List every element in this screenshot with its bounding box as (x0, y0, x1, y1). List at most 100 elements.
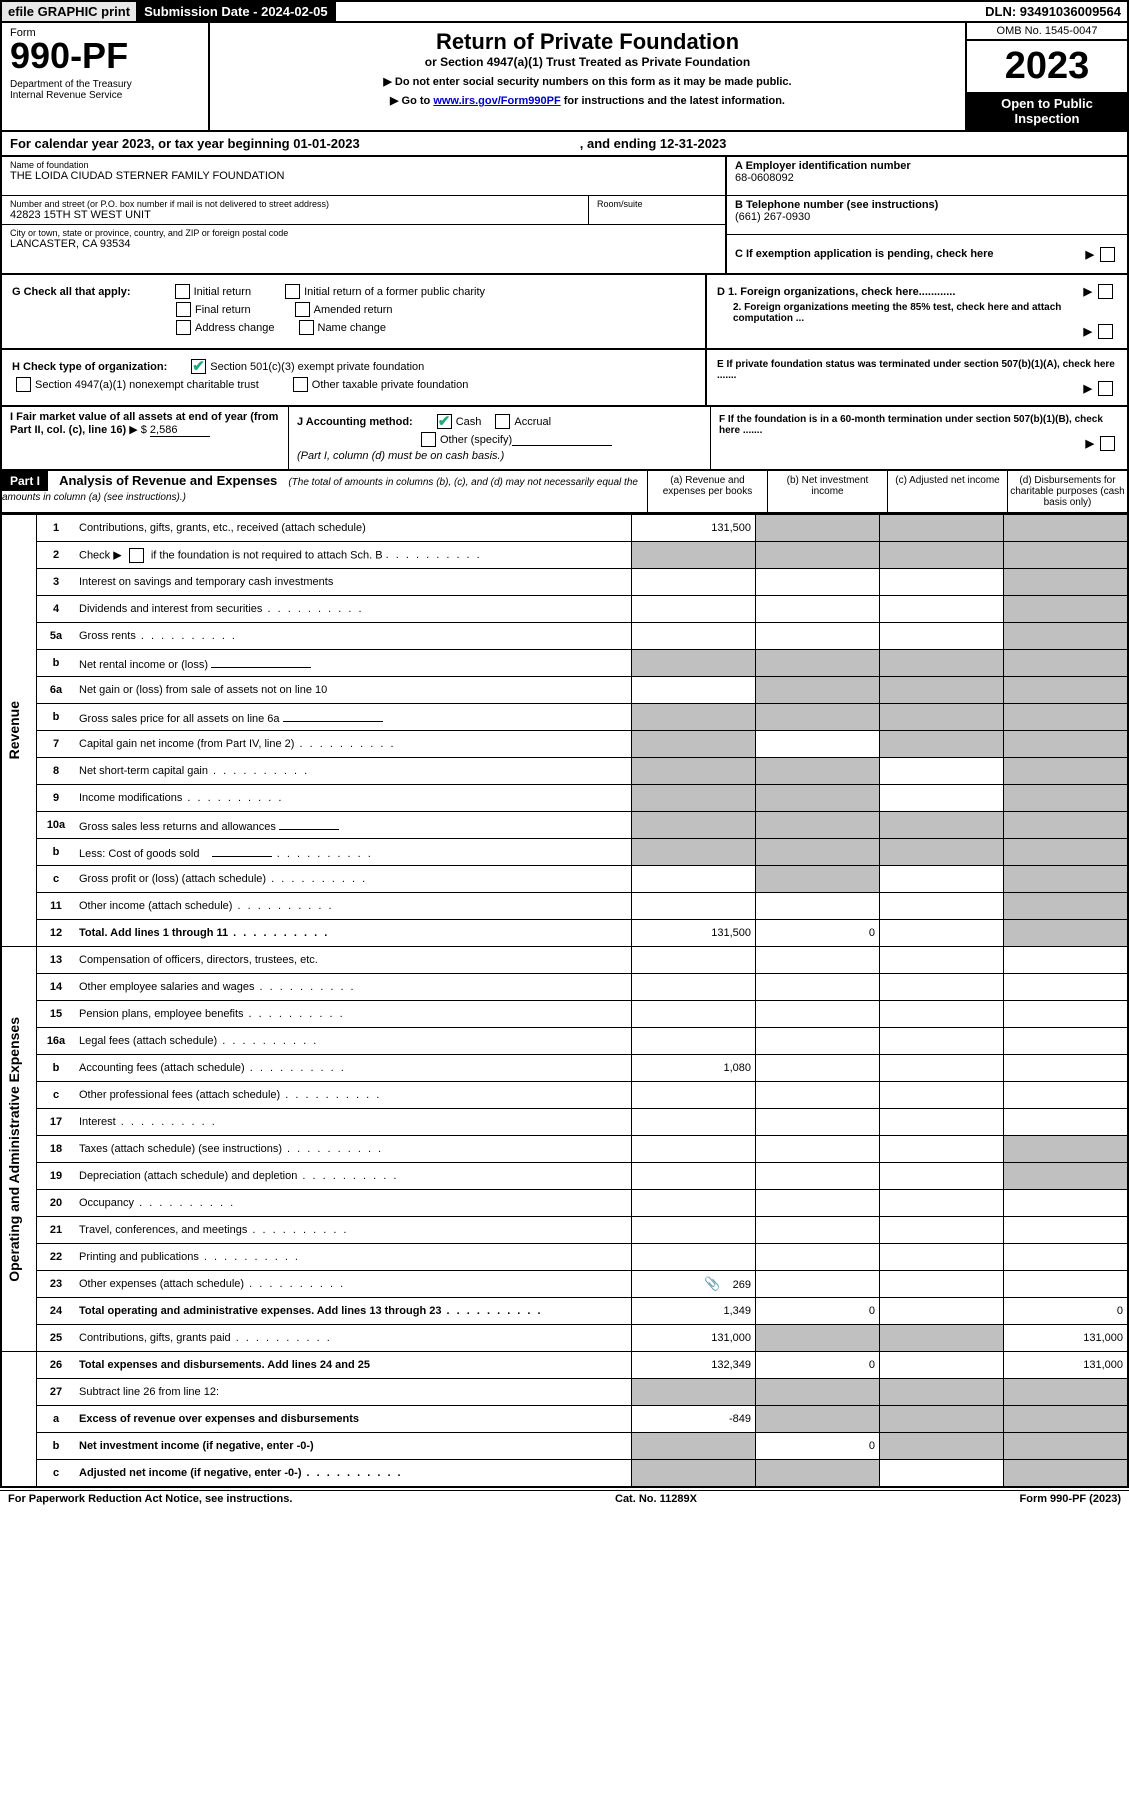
city-value: LANCASTER, CA 93534 (10, 238, 717, 250)
arrow-icon: ▶ (1084, 382, 1092, 395)
attachment-icon[interactable]: 📎 (704, 1276, 720, 1291)
form-number: 990-PF (10, 35, 200, 77)
g-name-checkbox[interactable] (299, 320, 314, 335)
submission-date: Submission Date - 2024-02-05 (138, 2, 336, 21)
expenses-side-label: Operating and Administrative Expenses (1, 947, 37, 1352)
j-cash-checkbox[interactable] (437, 414, 452, 429)
line-21-desc: Travel, conferences, and meetings (75, 1217, 632, 1244)
line-15-desc: Pension plans, employee benefits (75, 1001, 632, 1028)
calendar-year-row: For calendar year 2023, or tax year begi… (0, 132, 1129, 157)
line-23-desc: Other expenses (attach schedule) (75, 1271, 632, 1298)
line-3-desc: Interest on savings and temporary cash i… (75, 569, 632, 596)
part1-title: Analysis of Revenue and Expenses (51, 473, 277, 488)
box-f-checkbox[interactable] (1100, 436, 1115, 451)
h-other-checkbox[interactable] (293, 377, 308, 392)
h-4947-checkbox[interactable] (16, 377, 31, 392)
line-16b-col-a: 1,080 (632, 1055, 756, 1082)
entity-info: Name of foundation THE LOIDA CIUDAD STER… (0, 157, 1129, 275)
ein-label: A Employer identification number (735, 160, 1119, 172)
arrow-icon: ▶ (1084, 325, 1092, 338)
line-27a-col-a: -849 (632, 1406, 756, 1433)
g-amended-label: Amended return (314, 304, 393, 316)
line-2-checkbox[interactable] (129, 548, 144, 563)
h-501c3-checkbox[interactable] (191, 359, 206, 374)
line-16c-desc: Other professional fees (attach schedule… (75, 1082, 632, 1109)
g-final-checkbox[interactable] (176, 302, 191, 317)
line-27a-desc: Excess of revenue over expenses and disb… (75, 1406, 632, 1433)
city-label: City or town, state or province, country… (10, 228, 717, 238)
box-e-checkbox[interactable] (1098, 381, 1113, 396)
line-12-col-b: 0 (756, 920, 880, 947)
line-22-desc: Printing and publications (75, 1244, 632, 1271)
section-i-j-f: I Fair market value of all assets at end… (0, 407, 1129, 471)
line-26-col-b: 0 (756, 1352, 880, 1379)
g-address-checkbox[interactable] (176, 320, 191, 335)
line-16b-desc: Accounting fees (attach schedule) (75, 1055, 632, 1082)
line-27c-desc: Adjusted net income (if negative, enter … (75, 1460, 632, 1488)
box-i-value: 2,586 (150, 424, 210, 437)
line-26-col-a: 132,349 (632, 1352, 756, 1379)
line-26-desc: Total expenses and disbursements. Add li… (75, 1352, 632, 1379)
line-26-col-d: 131,000 (1004, 1352, 1129, 1379)
ein-value: 68-0608092 (735, 172, 1119, 184)
line-25-desc: Contributions, gifts, grants paid (75, 1325, 632, 1352)
form-subtitle: or Section 4947(a)(1) Trust Treated as P… (220, 55, 955, 69)
line-20-desc: Occupancy (75, 1190, 632, 1217)
footer-right: Form 990-PF (2023) (1020, 1493, 1121, 1505)
box-d1-checkbox[interactable] (1098, 284, 1113, 299)
line-11-desc: Other income (attach schedule) (75, 893, 632, 920)
line-8-desc: Net short-term capital gain (75, 758, 632, 785)
g-initial-former-label: Initial return of a former public charit… (304, 286, 485, 298)
j-other-input[interactable] (512, 433, 612, 446)
g-amended-checkbox[interactable] (295, 302, 310, 317)
efile-print-button[interactable]: efile GRAPHIC print (2, 2, 138, 21)
line-18-desc: Taxes (attach schedule) (see instruction… (75, 1136, 632, 1163)
line-6b-desc: Gross sales price for all assets on line… (75, 704, 632, 731)
g-initial-checkbox[interactable] (175, 284, 190, 299)
part1-table: Revenue 1Contributions, gifts, grants, e… (0, 514, 1129, 1488)
section-g-d: G Check all that apply: Initial return I… (0, 275, 1129, 350)
page-footer: For Paperwork Reduction Act Notice, see … (0, 1490, 1129, 1507)
line-19-desc: Depreciation (attach schedule) and deple… (75, 1163, 632, 1190)
box-c-label: C If exemption application is pending, c… (735, 248, 994, 260)
g-address-label: Address change (195, 322, 275, 334)
note-pre: ▶ Go to (390, 95, 433, 107)
top-bar: efile GRAPHIC print Submission Date - 20… (0, 0, 1129, 23)
line-10c-desc: Gross profit or (loss) (attach schedule) (75, 866, 632, 893)
g-name-label: Name change (318, 322, 387, 334)
h-4947-label: Section 4947(a)(1) nonexempt charitable … (35, 379, 259, 391)
line-6a-desc: Net gain or (loss) from sale of assets n… (75, 677, 632, 704)
g-final-label: Final return (195, 304, 251, 316)
box-c-checkbox[interactable] (1100, 247, 1115, 262)
line-27b-desc: Net investment income (if negative, ente… (75, 1433, 632, 1460)
omb-number: OMB No. 1545-0047 (967, 23, 1127, 41)
g-initial-label: Initial return (194, 286, 251, 298)
telephone-value: (661) 267-0930 (735, 211, 1119, 223)
form-title: Return of Private Foundation (220, 29, 955, 55)
foundation-name: THE LOIDA CIUDAD STERNER FAMILY FOUNDATI… (10, 170, 717, 182)
j-accrual-label: Accrual (514, 416, 551, 428)
line-7-desc: Capital gain net income (from Part IV, l… (75, 731, 632, 758)
street-label: Number and street (or P.O. box number if… (10, 199, 580, 209)
telephone-label: B Telephone number (see instructions) (735, 199, 1119, 211)
h-other-label: Other taxable private foundation (312, 379, 469, 391)
j-cash-label: Cash (456, 416, 482, 428)
box-d1-label: D 1. Foreign organizations, check here..… (717, 286, 955, 298)
tax-year-end: , and ending 12-31-2023 (580, 136, 727, 151)
arrow-icon: ▶ (1086, 248, 1094, 261)
form-header: Form 990-PF Department of the Treasury I… (0, 23, 1129, 132)
box-d2-checkbox[interactable] (1098, 324, 1113, 339)
form990pf-link[interactable]: www.irs.gov/Form990PF (433, 95, 560, 107)
box-f-label: F If the foundation is in a 60-month ter… (719, 414, 1119, 436)
line-24-col-b: 0 (756, 1298, 880, 1325)
line-25-col-a: 131,000 (632, 1325, 756, 1352)
col-b-header: (b) Net investment income (767, 471, 887, 512)
box-g-label: G Check all that apply: (12, 286, 131, 298)
line-10a-desc: Gross sales less returns and allowances (75, 812, 632, 839)
j-other-checkbox[interactable] (421, 432, 436, 447)
line-1-desc: Contributions, gifts, grants, etc., rece… (75, 515, 632, 542)
line-12-col-a: 131,500 (632, 920, 756, 947)
j-accrual-checkbox[interactable] (495, 414, 510, 429)
g-initial-former-checkbox[interactable] (285, 284, 300, 299)
box-i-prefix: ▶ $ (129, 424, 147, 436)
